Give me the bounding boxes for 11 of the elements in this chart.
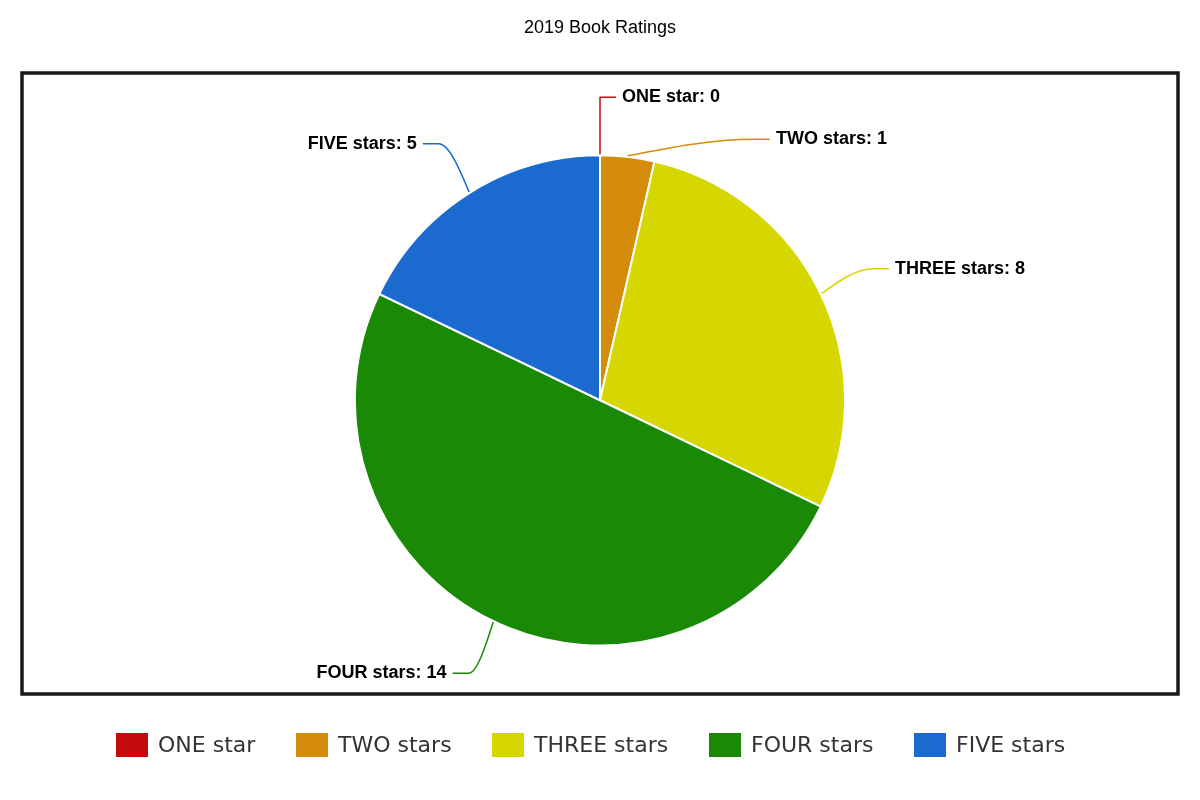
legend-label: FOUR stars xyxy=(751,732,874,757)
legend-label: FIVE stars xyxy=(956,732,1066,757)
data-label: THREE stars: 8 xyxy=(894,257,1026,278)
legend-label: TWO stars xyxy=(337,732,452,757)
legend-label: THREE stars xyxy=(533,732,669,757)
data-label: TWO stars: 1 xyxy=(775,128,887,149)
chart-title: 2019 Book Ratings xyxy=(523,17,677,37)
legend-label: ONE star xyxy=(158,732,257,757)
text: ONE star: 0 xyxy=(622,86,721,107)
data-label: FIVE stars: 5 xyxy=(307,132,417,153)
data-label: FOUR stars: 14 xyxy=(316,662,447,683)
